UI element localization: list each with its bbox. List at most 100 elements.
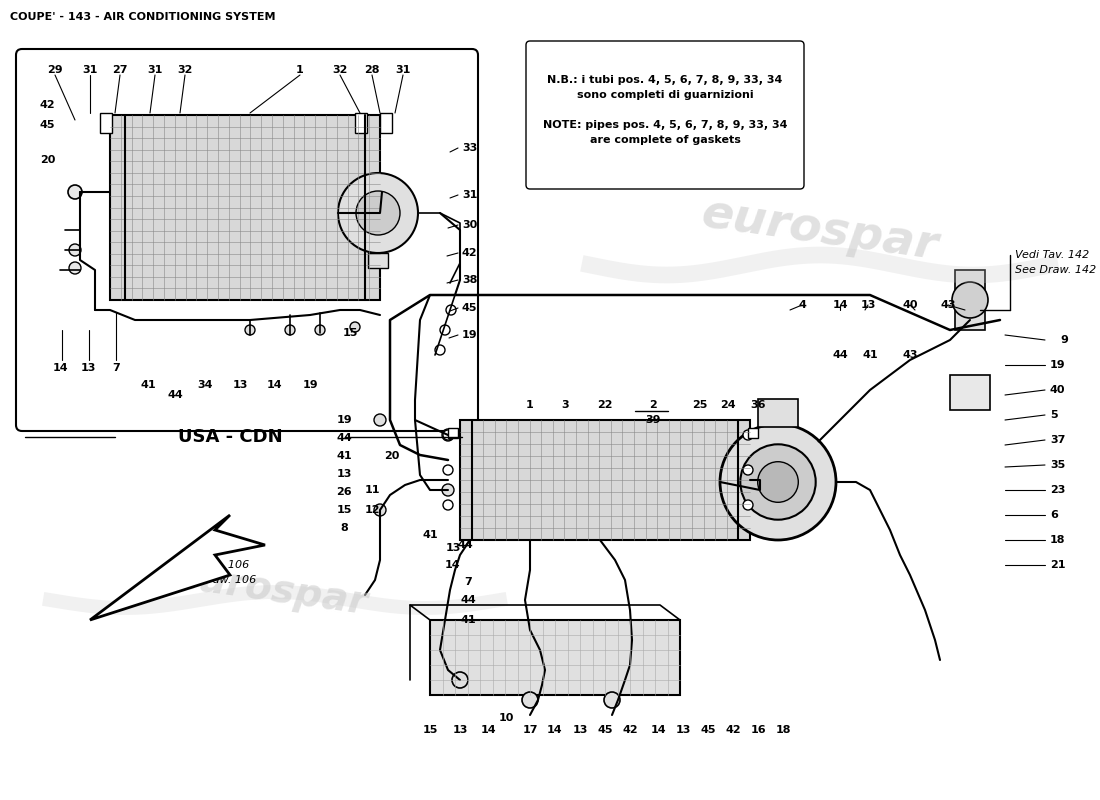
Circle shape (742, 500, 754, 510)
Circle shape (742, 430, 754, 440)
Text: 14: 14 (481, 725, 496, 735)
Text: 40: 40 (1050, 385, 1066, 395)
Text: 14: 14 (547, 725, 563, 735)
Circle shape (604, 692, 620, 708)
Circle shape (440, 325, 450, 335)
Text: eurospar: eurospar (698, 191, 942, 269)
Bar (355, 113, 367, 133)
Text: 36: 36 (750, 400, 766, 410)
Text: 45: 45 (462, 303, 477, 313)
Text: 44: 44 (460, 595, 476, 605)
Text: 14: 14 (446, 560, 461, 570)
Circle shape (69, 262, 81, 274)
Circle shape (245, 325, 255, 335)
Text: 18: 18 (1050, 535, 1066, 545)
Text: 14: 14 (267, 380, 283, 390)
Text: 19: 19 (462, 330, 477, 340)
Text: 13: 13 (452, 725, 468, 735)
Bar (110, 115, 379, 300)
Circle shape (434, 345, 446, 355)
Circle shape (952, 282, 988, 318)
FancyBboxPatch shape (16, 49, 478, 431)
Text: 13: 13 (572, 725, 587, 735)
Circle shape (442, 484, 454, 496)
Text: 44: 44 (458, 540, 473, 550)
Text: 33: 33 (462, 143, 477, 153)
Circle shape (315, 325, 324, 335)
Text: 13: 13 (232, 380, 248, 390)
Text: 8: 8 (340, 523, 348, 533)
Circle shape (758, 462, 799, 502)
Text: 19: 19 (302, 380, 318, 390)
Text: See Draw. 142: See Draw. 142 (1015, 265, 1097, 275)
Text: 45: 45 (40, 120, 55, 130)
Text: 15: 15 (422, 725, 438, 735)
Text: 41: 41 (862, 350, 878, 360)
Text: 13: 13 (80, 363, 96, 373)
Text: 25: 25 (692, 400, 707, 410)
Text: 43: 43 (902, 350, 917, 360)
Text: 22: 22 (597, 400, 613, 410)
Bar (950, 375, 990, 410)
Text: 26: 26 (337, 487, 352, 497)
Text: 37: 37 (1050, 435, 1066, 445)
Text: 13: 13 (675, 725, 691, 735)
Bar (758, 399, 798, 427)
Text: 5: 5 (1050, 410, 1057, 420)
Circle shape (443, 500, 453, 510)
Text: 31: 31 (147, 65, 163, 75)
Text: COUPE' - 143 - AIR CONDITIONING SYSTEM: COUPE' - 143 - AIR CONDITIONING SYSTEM (10, 12, 275, 22)
Text: 39: 39 (646, 415, 661, 425)
Text: 31: 31 (82, 65, 98, 75)
Text: 19: 19 (1050, 360, 1066, 370)
Text: 41: 41 (460, 615, 476, 625)
Bar (955, 270, 984, 330)
Text: 7: 7 (464, 577, 472, 587)
Circle shape (742, 465, 754, 475)
Bar (368, 253, 388, 268)
Text: 42: 42 (40, 100, 56, 110)
Text: 13: 13 (860, 300, 876, 310)
Text: 28: 28 (364, 65, 380, 75)
Text: 32: 32 (177, 65, 192, 75)
Circle shape (69, 244, 81, 256)
Circle shape (374, 414, 386, 426)
Text: 23: 23 (1050, 485, 1066, 495)
Text: 27: 27 (112, 65, 128, 75)
Text: 45: 45 (701, 725, 716, 735)
Text: 3: 3 (561, 400, 569, 410)
Text: 42: 42 (462, 248, 477, 258)
Circle shape (522, 692, 538, 708)
Polygon shape (90, 515, 265, 620)
Text: 1: 1 (526, 400, 534, 410)
Text: 20: 20 (40, 155, 55, 165)
Circle shape (374, 504, 386, 516)
Text: 35: 35 (1050, 460, 1065, 470)
Text: 4: 4 (799, 300, 806, 310)
Text: 30: 30 (462, 220, 477, 230)
Text: 42: 42 (725, 725, 740, 735)
Text: are complete of gaskets: are complete of gaskets (590, 135, 740, 145)
Circle shape (452, 672, 468, 688)
Text: 31: 31 (462, 190, 477, 200)
Text: 43: 43 (940, 300, 956, 310)
Text: 14: 14 (650, 725, 666, 735)
Text: 18: 18 (776, 725, 791, 735)
Text: 15: 15 (342, 328, 358, 338)
Text: 29: 29 (47, 65, 63, 75)
Circle shape (68, 185, 82, 199)
Circle shape (740, 444, 816, 520)
Circle shape (720, 424, 836, 540)
Circle shape (442, 429, 454, 441)
Text: 19: 19 (337, 415, 352, 425)
Text: 11: 11 (364, 485, 380, 495)
Text: 9: 9 (1060, 335, 1068, 345)
Text: 31: 31 (395, 65, 410, 75)
Text: N.B.: i tubi pos. 4, 5, 6, 7, 8, 9, 33, 34: N.B.: i tubi pos. 4, 5, 6, 7, 8, 9, 33, … (548, 75, 783, 85)
Circle shape (285, 325, 295, 335)
Bar (460, 420, 750, 540)
Circle shape (443, 465, 453, 475)
Text: 21: 21 (1050, 560, 1066, 570)
Bar (748, 428, 758, 438)
Text: 44: 44 (337, 433, 352, 443)
